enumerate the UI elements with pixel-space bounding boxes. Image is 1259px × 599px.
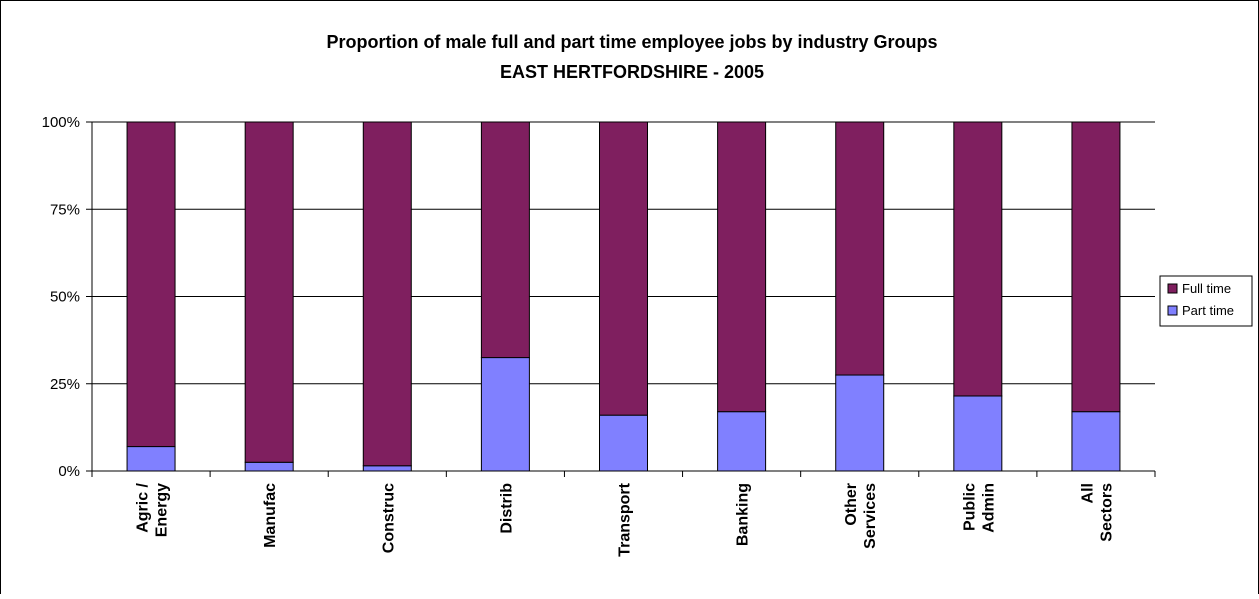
bar-part-time <box>1071 411 1121 472</box>
x-tick-label: Other Services <box>843 483 879 549</box>
bar-full-time <box>1071 121 1121 413</box>
chart-title: Proportion of male full and part time em… <box>326 32 937 52</box>
x-tick-label-line: Banking <box>735 483 752 546</box>
x-tick-label-line: Services <box>862 483 879 549</box>
x-tick-label: All Sectors <box>1079 483 1115 542</box>
x-tick-label: Distrib <box>498 483 515 534</box>
bar-part-time <box>362 465 412 472</box>
x-tick-label-group: Agric / Energy <box>135 482 171 537</box>
bar-part-time <box>717 411 767 472</box>
x-tick-label-line: Distrib <box>498 483 515 534</box>
x-tick-label-line: Sectors <box>1098 483 1115 542</box>
x-tick-label-line: All <box>1079 483 1096 503</box>
bar-part-time <box>599 414 648 472</box>
x-tick-label-group: Distrib <box>498 483 515 534</box>
x-tick-label-group: Public Admin <box>961 483 997 533</box>
bar-part-time <box>126 446 176 472</box>
x-tick-label-line: Agric / <box>135 482 152 532</box>
x-tick-label: Banking <box>735 483 752 546</box>
x-tick-label-line: Energy <box>154 483 171 537</box>
legend-swatch <box>1167 305 1178 316</box>
bar-full-time <box>126 121 176 448</box>
x-tick-label-group: All Sectors <box>1079 483 1115 542</box>
x-tick-label-group: Transport <box>617 482 634 556</box>
bar-part-time <box>244 461 294 472</box>
bar-part-time <box>953 395 1003 472</box>
x-tick-label-line: Public <box>961 483 978 531</box>
legend-label: Full time <box>1182 281 1231 296</box>
x-tick-label: Transport <box>617 482 634 556</box>
y-tick-label: 100% <box>42 114 80 131</box>
y-tick-label: 75% <box>50 201 80 218</box>
bar-part-time <box>835 374 885 472</box>
x-tick-label-line: Construc <box>380 483 397 553</box>
x-tick-label: Agric / Energy <box>135 482 171 537</box>
y-tick-label: 0% <box>58 463 80 480</box>
bar-full-time <box>362 121 412 467</box>
legend-label: Part time <box>1182 303 1234 318</box>
x-tick-label-line: Other <box>843 483 860 526</box>
bar-full-time <box>953 121 1003 397</box>
plot-area: 0% 25% 50% 75% 100% Agric / Energy Manufac Const… <box>42 114 1156 557</box>
bar-full-time <box>244 121 294 463</box>
bar-full-time <box>717 121 767 413</box>
x-tick-label: Manufac <box>262 483 279 548</box>
chart-subtitle: EAST HERTFORDSHIRE - 2005 <box>500 62 764 82</box>
y-tick-label: 25% <box>50 376 80 393</box>
x-tick-label: Construc <box>380 483 397 553</box>
bar-part-time <box>480 357 530 472</box>
x-tick-label-group: Banking <box>735 483 752 546</box>
x-tick-label-group: Construc <box>380 483 397 553</box>
x-tick-label-group: Other Services <box>843 483 879 549</box>
x-tick-label: Public Admin <box>961 483 997 533</box>
x-tick-label-group: Manufac <box>262 483 279 548</box>
x-tick-label-line: Manufac <box>262 483 279 548</box>
x-tick-label-line: Admin <box>980 483 997 533</box>
legend: Full time Part time <box>1159 275 1253 327</box>
legend-swatch <box>1167 283 1178 294</box>
bar-full-time <box>599 121 648 416</box>
bar-full-time <box>480 121 530 359</box>
bar-full-time <box>835 121 885 376</box>
y-tick-label: 50% <box>50 289 80 306</box>
x-tick-label-line: Transport <box>617 482 634 556</box>
